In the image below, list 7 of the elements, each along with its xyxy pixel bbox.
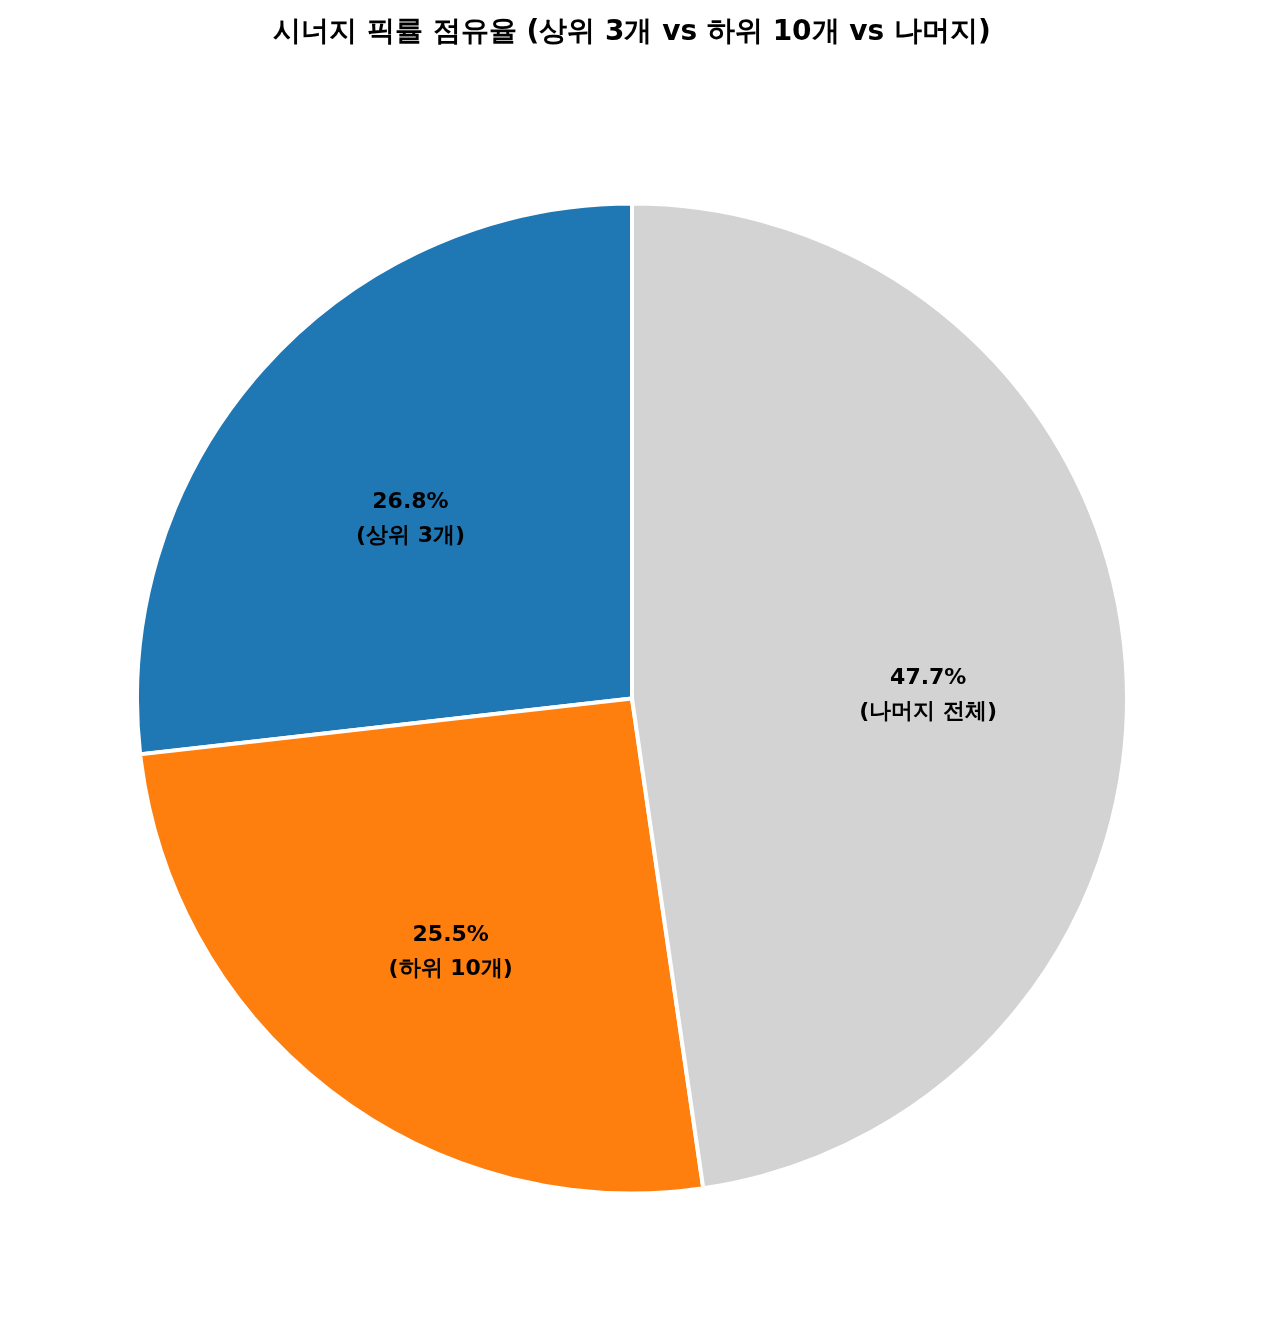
slice-label: (하위 10개)	[388, 954, 513, 980]
slice-label: (상위 3개)	[355, 521, 465, 547]
data-label: 26.8%	[372, 487, 449, 513]
data-label: 25.5%	[412, 920, 489, 946]
chart-title: 시너지 픽률 점유율 (상위 3개 vs 하위 10개 vs 나머지)	[273, 14, 991, 47]
data-label: 47.7%	[890, 664, 967, 690]
slice-label: (나머지 전체)	[859, 698, 998, 724]
